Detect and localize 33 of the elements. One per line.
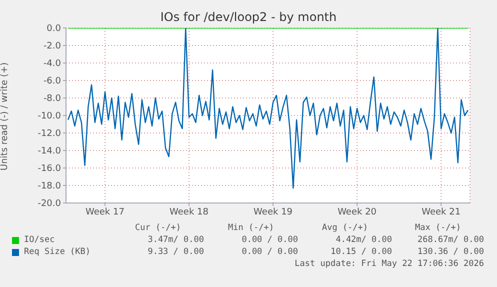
x-tick-label: Week 18 bbox=[170, 207, 209, 218]
y-tick-label: -18.0 bbox=[38, 182, 62, 192]
y-tick-label: -6.0 bbox=[43, 76, 62, 87]
text: 0.00 / 0.00 bbox=[240, 234, 298, 246]
y-tick-label: -20.0 bbox=[38, 199, 62, 210]
text: Avg (-/+) bbox=[320, 222, 370, 234]
legend-label: Req Size (KB) bbox=[23, 246, 92, 258]
x-tick-label: Week 21 bbox=[422, 207, 461, 218]
y-tick-label: 0.0 bbox=[46, 24, 62, 34]
text: Last update: Fri May 22 17:06:36 2026 bbox=[294, 258, 484, 270]
legend-label: IO/sec bbox=[23, 234, 56, 246]
chart-title: IOs for /dev/loop2 - by month bbox=[159, 10, 338, 24]
y-tick-label: -16.0 bbox=[38, 164, 62, 174]
y-tick-label: -2.0 bbox=[43, 42, 62, 52]
x-tick-label: Week 19 bbox=[254, 207, 293, 218]
text: Min (-/+) bbox=[226, 222, 276, 234]
text: 9.33 / 0.00 bbox=[146, 246, 204, 258]
y-axis-title: Units read (-) / write (+) bbox=[0, 62, 10, 170]
x-tick-label: Week 20 bbox=[338, 207, 377, 218]
y-tick-label: -10.0 bbox=[38, 112, 62, 122]
text: 0.00 / 0.00 bbox=[240, 246, 298, 258]
text: 10.15 / 0.00 bbox=[330, 246, 392, 258]
y-tick-label: -14.0 bbox=[38, 146, 62, 157]
x-tick-label: Week 17 bbox=[85, 207, 124, 218]
text: 4.42m/ 0.00 bbox=[334, 234, 392, 246]
y-tick-label: -4.0 bbox=[43, 59, 62, 70]
text: Cur (-/+) bbox=[134, 222, 182, 234]
text: Max (-/+) bbox=[414, 222, 462, 234]
y-tick-label: -12.0 bbox=[38, 129, 62, 140]
y-tick-label: -8.0 bbox=[43, 94, 62, 104]
text: 268.67m/ 0.00 bbox=[416, 234, 484, 246]
text: 3.47m/ 0.00 bbox=[146, 234, 204, 246]
text: 130.36 / 0.00 bbox=[416, 246, 484, 258]
